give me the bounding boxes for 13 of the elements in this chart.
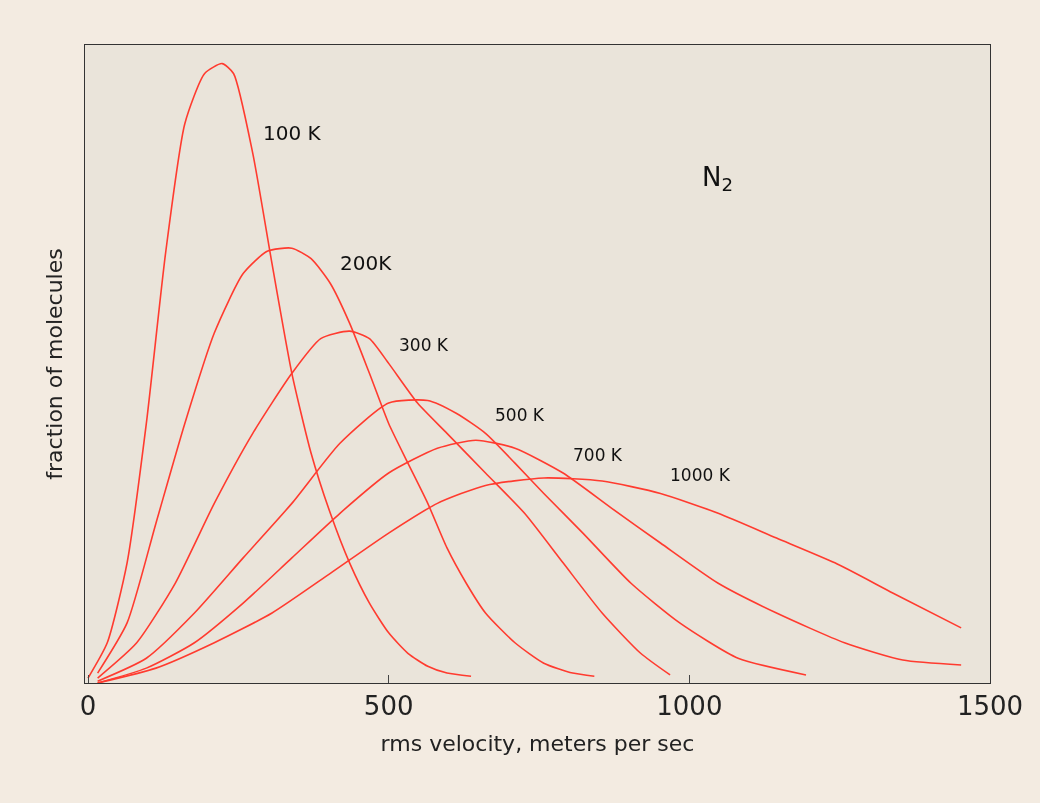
x-axis-title: rms velocity, meters per sec [380, 731, 695, 757]
series-label: 300 K [399, 335, 449, 355]
annotation: N$_{2}$ [702, 162, 734, 196]
series-label: 500 K [495, 405, 545, 425]
series-label: 200K [340, 251, 393, 275]
series-label: 1000 K [670, 465, 731, 485]
x-tick-label: 500 [363, 691, 414, 722]
x-tick-label: 1500 [956, 691, 1024, 722]
series-label: 100 K [263, 121, 322, 145]
x-tick-label: 0 [79, 691, 97, 722]
y-axis-title: fraction of molecules [41, 248, 67, 480]
x-tick-label: 1000 [656, 691, 723, 722]
series-label: 700 K [573, 445, 623, 465]
